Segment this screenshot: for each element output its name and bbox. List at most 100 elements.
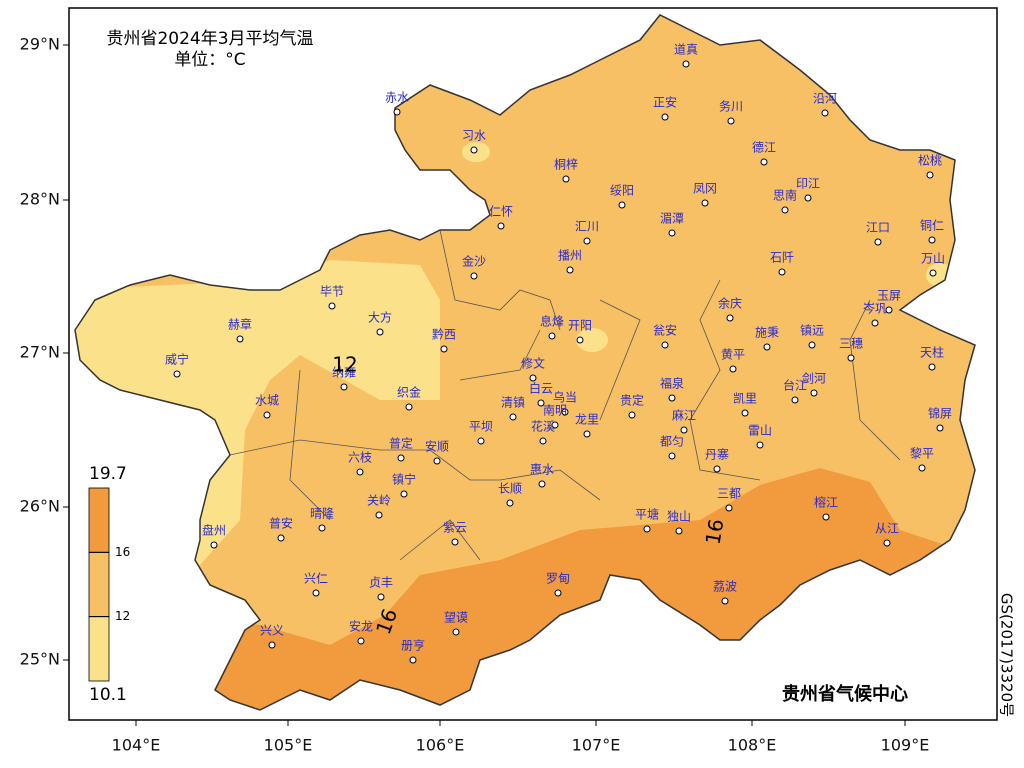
station-dot (328, 302, 336, 310)
station-dot (433, 457, 441, 465)
station-name: 大方 (368, 310, 392, 325)
station-dot (822, 513, 830, 521)
station-dot (918, 464, 926, 472)
station-name: 安顺 (425, 439, 449, 454)
station-name: 习水 (462, 129, 486, 143)
station-name: 紫云 (443, 521, 467, 535)
station-name: 台江 (783, 378, 807, 393)
legend: 19.7 10.1 16 12 (88, 464, 130, 705)
station-dot (778, 268, 786, 276)
legend-max: 19.7 (89, 464, 127, 484)
station-name: 息烽 (540, 314, 564, 329)
station-dot (356, 468, 364, 476)
station-name: 龙里 (575, 413, 599, 427)
station-dot (400, 490, 408, 498)
station-dot (318, 524, 326, 532)
station-name: 安龙 (349, 619, 373, 634)
station-name: 仁怀 (489, 205, 513, 219)
station-dot (539, 437, 547, 445)
lat-label: 26°N (20, 497, 60, 516)
station-dot (405, 403, 413, 411)
legend-band (88, 551, 110, 618)
station-name: 都匀 (660, 435, 684, 449)
station-dot (682, 60, 690, 68)
station-dot (661, 341, 669, 349)
station-dot (277, 534, 285, 542)
station-name: 锦屏 (928, 407, 952, 421)
station-name: 长顺 (498, 482, 522, 496)
station-name: 水城 (255, 394, 279, 408)
map-title: 贵州省2024年3月平均气温 (106, 29, 313, 49)
station-name: 镇宁 (392, 472, 416, 487)
station-name: 赫章 (228, 317, 252, 332)
station-name: 关岭 (367, 494, 391, 508)
station-name: 贞丰 (369, 576, 393, 590)
station-name: 榕江 (814, 495, 838, 510)
station-dot (268, 641, 276, 649)
lon-label: 109°E (881, 736, 930, 755)
station-name: 石阡 (770, 250, 794, 265)
station-dot (312, 589, 320, 597)
station-name: 三都 (717, 487, 741, 501)
station-name: 平坝 (469, 420, 493, 434)
station-dot (727, 117, 735, 125)
station-name: 岑巩 (863, 302, 887, 316)
fill-cool (576, 328, 608, 352)
station-name: 道真 (674, 43, 698, 57)
station-name: 汇川 (575, 220, 599, 234)
station-name: 天柱 (920, 345, 944, 360)
contour-label: 16 (700, 517, 728, 546)
station-dot (576, 336, 584, 344)
lon-label: 107°E (572, 736, 621, 755)
station-name: 松桃 (918, 153, 942, 168)
station-name: 三穗 (839, 337, 863, 351)
station-name: 册亨 (401, 638, 425, 653)
station-name: 黎平 (910, 447, 934, 461)
station-name: 盘州 (202, 523, 226, 538)
station-name: 绥阳 (610, 184, 634, 198)
station-dot (377, 593, 385, 601)
station-dot (847, 354, 855, 362)
station-name: 桐梓 (554, 157, 578, 172)
station-dot (357, 637, 365, 645)
station-name: 乌当 (553, 390, 577, 405)
station-dot (506, 499, 514, 507)
station-dot (643, 525, 651, 533)
station-name: 镇远 (800, 324, 824, 338)
station-dot (618, 201, 626, 209)
station-dot (470, 146, 478, 154)
station-name: 雷山 (748, 424, 772, 438)
station-dot (936, 424, 944, 432)
station-dot (928, 236, 936, 244)
station-dot (537, 399, 545, 407)
station-dot (548, 332, 556, 340)
station-name: 平塘 (635, 507, 659, 522)
station-name: 望谟 (444, 611, 468, 625)
lon-label: 104°E (112, 736, 161, 755)
station-dot (804, 194, 812, 202)
station-name: 毕节 (320, 285, 344, 299)
lon-label: 105°E (264, 736, 313, 755)
station-name: 修文 (521, 356, 545, 371)
station-dot (885, 306, 893, 314)
station-dot (210, 541, 218, 549)
station-dot (668, 229, 676, 237)
station-name: 玉屏 (877, 289, 901, 303)
legend-band (88, 616, 110, 682)
station-dot (821, 109, 829, 117)
station-name: 施秉 (755, 326, 779, 340)
station-name: 清镇 (501, 396, 525, 410)
map-frame (68, 7, 998, 721)
station-name: 思南 (773, 188, 797, 203)
station-dot (713, 465, 721, 473)
station-dot (726, 314, 734, 322)
legend-tick-label: 16 (115, 545, 130, 559)
station-dot (741, 409, 749, 417)
station-dot (680, 426, 688, 434)
station-dot (263, 411, 271, 419)
station-dot (375, 511, 383, 519)
station-name: 福泉 (660, 376, 684, 391)
station-name: 南明 (543, 403, 567, 418)
station-dot (675, 527, 683, 535)
